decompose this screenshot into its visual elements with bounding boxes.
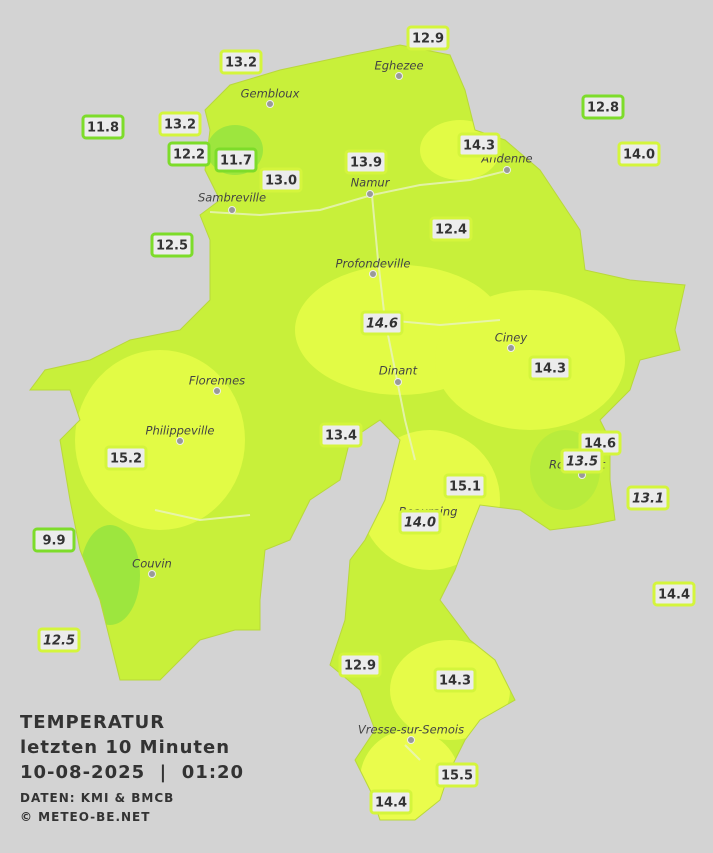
station-temperature: 12.9 [344, 659, 376, 674]
station-temperature: 14.4 [658, 588, 690, 603]
station-temperature: 14.4 [375, 796, 407, 811]
station-box [406, 25, 450, 51]
station-box [652, 581, 696, 607]
station-box [338, 652, 382, 678]
station-temperature: 12.2 [173, 148, 205, 163]
city-dot [507, 344, 515, 352]
city-name: Florennes [189, 374, 245, 388]
station-temperature: 14.3 [463, 139, 495, 154]
station-box [443, 473, 487, 499]
station-box [360, 310, 404, 336]
station-box [435, 762, 479, 788]
station-temperature: 14.6 [584, 437, 616, 452]
legend-title: TEMPERATUR [20, 712, 166, 733]
station-temperature: 11.7 [220, 154, 252, 169]
city-dot [366, 190, 374, 198]
station-box [369, 789, 413, 815]
legend-datetime: 10-08-2025 | 01:20 [20, 762, 245, 783]
city-name: Sambreville [198, 191, 266, 205]
city-dot [213, 387, 221, 395]
station-box [560, 448, 604, 474]
station-temperature: 15.5 [441, 769, 473, 784]
station-temperature: 14.3 [439, 674, 471, 689]
city-dot [369, 270, 377, 278]
station-box [150, 232, 194, 258]
station-temperature: 14.0 [623, 148, 655, 163]
station-temperature: 12.9 [412, 32, 444, 47]
station-box [167, 141, 211, 167]
station-temperature: 15.2 [110, 452, 142, 467]
station-box [626, 485, 670, 511]
station-box [457, 132, 501, 158]
city-name: Vresse-sur-Semois [358, 723, 464, 737]
station-temperature: 13.1 [632, 492, 664, 507]
station-box [398, 509, 442, 535]
city-dot [395, 72, 403, 80]
station-box [617, 141, 661, 167]
station-temperature: 12.8 [587, 101, 619, 116]
station-temperature: 15.1 [449, 480, 481, 495]
station-temperature: 14.0 [404, 516, 436, 531]
station-temperature: 13.2 [225, 56, 257, 71]
city-dot [228, 206, 236, 214]
city-dot [394, 378, 402, 386]
station-box [214, 147, 258, 173]
station-temperature: 13.0 [265, 174, 297, 189]
station-box [259, 167, 303, 193]
station-box [104, 445, 148, 471]
city-dot [148, 570, 156, 578]
legend-source: DATEN: KMI & BMCB [20, 791, 175, 805]
station-box [81, 114, 125, 140]
station-box [433, 667, 477, 693]
city-dot [407, 736, 415, 744]
city-name: Couvin [132, 557, 172, 571]
station-box [581, 94, 625, 120]
station-temperature: 9.9 [42, 534, 65, 549]
station-temperature: 13.4 [325, 429, 357, 444]
station-box [528, 355, 572, 381]
city-name: Profondeville [336, 257, 411, 271]
station-box [37, 627, 81, 653]
station-temperature: 12.5 [156, 239, 188, 254]
city-name: Philippeville [146, 424, 215, 438]
station-box [319, 422, 363, 448]
legend-copyright: © METEO-BE.NET [20, 810, 151, 824]
city-dot [176, 437, 184, 445]
station-box [32, 527, 76, 553]
city-name: Namur [351, 176, 391, 190]
station-box [344, 149, 388, 175]
station-temperature: 12.5 [43, 634, 75, 649]
city-name: Ciney [495, 331, 528, 345]
city-dot [266, 100, 274, 108]
city-dot [503, 166, 511, 174]
station-temperature: 14.3 [534, 362, 566, 377]
station-box [158, 111, 202, 137]
station-temperature: 13.5 [566, 455, 598, 470]
station-temperature: 11.8 [87, 121, 119, 136]
station-box [429, 216, 473, 242]
station-temperature: 13.9 [350, 156, 382, 171]
city-name: Gembloux [241, 87, 300, 101]
station-temperature: 12.4 [435, 223, 467, 238]
station-temperature: 14.6 [366, 317, 398, 332]
station-temperature: 13.2 [164, 118, 196, 133]
station-box [219, 49, 263, 75]
legend-period: letzten 10 Minuten [20, 737, 231, 758]
city-name: Eghezee [374, 59, 423, 73]
city-name: Dinant [379, 364, 418, 378]
